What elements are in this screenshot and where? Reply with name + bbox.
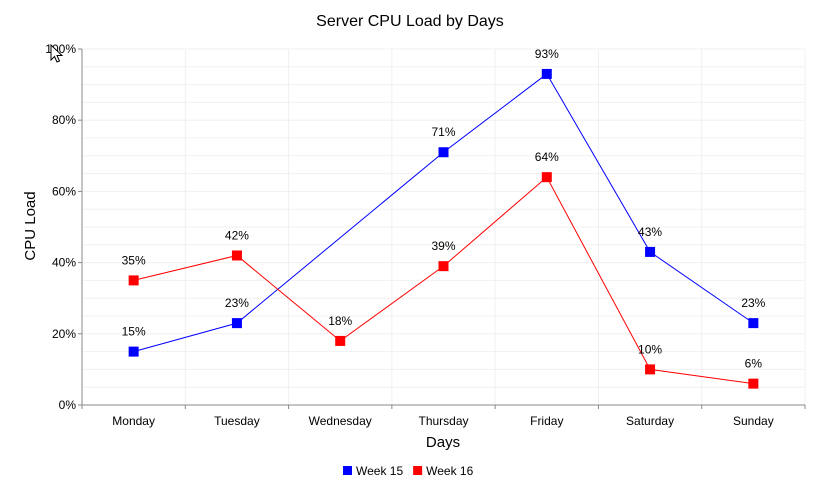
mouse-cursor-icon — [50, 44, 64, 63]
data-point-marker — [231, 250, 242, 261]
data-label: 71% — [431, 125, 455, 139]
data-label: 93% — [535, 47, 559, 61]
series-2: 35% 42% 18% 39% 64% 10% 6% — [122, 150, 763, 389]
data-point-marker — [645, 246, 656, 257]
data-point-marker — [128, 275, 139, 286]
data-label: 23% — [225, 296, 249, 310]
data-label: 43% — [638, 225, 662, 239]
grid-lines — [81, 48, 806, 406]
data-point-marker — [438, 147, 449, 158]
data-point-marker — [645, 364, 656, 375]
data-label: 18% — [328, 314, 352, 328]
y-tick-label: 20% — [52, 327, 76, 341]
data-point-marker — [541, 172, 552, 183]
series-1: 15% 23% 71% 93% 43% 23% — [122, 47, 766, 357]
data-label: 15% — [122, 325, 146, 339]
x-tick-label: Monday — [112, 414, 155, 428]
series-group: 15% 23% 71% 93% 43% 23% 35% 42% 18% 39% 64% 10% 6% — [122, 47, 766, 389]
series-line — [133, 73, 754, 353]
data-point-marker — [541, 68, 552, 79]
data-label: 6% — [745, 357, 763, 371]
data-point-marker — [748, 378, 759, 389]
x-tick-label: Friday — [530, 414, 563, 428]
legend: Week 15 Week 16 — [343, 464, 474, 478]
data-label: 42% — [225, 228, 249, 242]
legend-swatch — [343, 466, 352, 475]
x-tick-label: Saturday — [626, 414, 674, 428]
data-point-marker — [128, 346, 139, 357]
legend-label: Week 15 — [356, 464, 403, 478]
y-tick-label: 40% — [52, 256, 76, 270]
y-axis-title: CPU Load — [22, 191, 39, 260]
x-axis-title: Days — [426, 434, 460, 451]
chart-title: Server CPU Load by Days — [316, 13, 504, 30]
data-label: 39% — [431, 239, 455, 253]
x-tick-labels: Monday Tuesday Wednesday Thursday Friday Satu… — [112, 414, 773, 428]
y-tick-label: 0% — [59, 398, 77, 412]
data-point-marker — [748, 318, 759, 329]
y-tick-labels: 0%20%40%60%80%100% — [45, 42, 76, 412]
data-point-marker — [231, 318, 242, 329]
data-label: 10% — [638, 342, 662, 356]
data-point-marker — [335, 335, 346, 346]
legend-label: Week 16 — [426, 464, 473, 478]
y-tick-label: 60% — [52, 184, 76, 198]
data-label: 23% — [741, 296, 765, 310]
x-tick-label: Sunday — [733, 414, 774, 428]
data-point-marker — [438, 261, 449, 272]
y-tick-label: 80% — [52, 113, 76, 127]
x-tick-label: Tuesday — [214, 414, 260, 428]
data-label: 64% — [535, 150, 559, 164]
x-tick-label: Thursday — [418, 414, 468, 428]
x-tick-label: Wednesday — [309, 414, 372, 428]
data-label: 35% — [122, 253, 146, 267]
legend-swatch — [413, 466, 423, 475]
axes — [78, 48, 806, 409]
